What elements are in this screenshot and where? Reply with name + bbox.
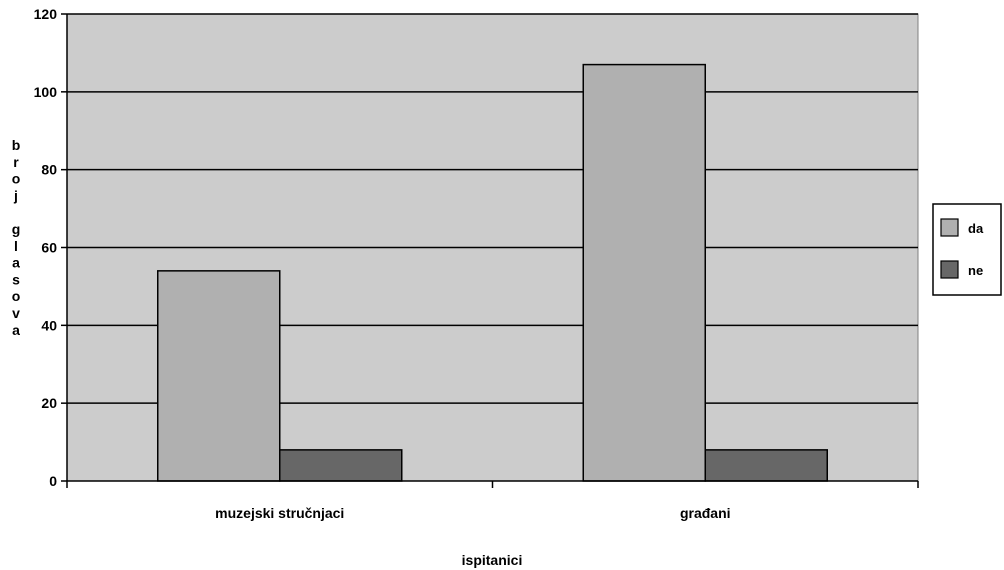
legend-box <box>932 203 1002 296</box>
bar-ne-2 <box>704 449 828 482</box>
legend-label-da: da <box>968 221 984 236</box>
legend-label-ne: ne <box>968 263 983 278</box>
bar-ne-1 <box>279 449 403 482</box>
y-tick-label: 60 <box>41 240 57 256</box>
y-tick-label: 20 <box>41 395 57 411</box>
bars <box>157 63 828 482</box>
axes <box>61 13 919 488</box>
bar-da-1 <box>157 270 281 482</box>
y-tick-label: 100 <box>34 84 58 100</box>
legend-swatch-ne <box>940 260 959 279</box>
y-tick-label: 120 <box>34 6 58 22</box>
y-tick-label: 80 <box>41 162 57 178</box>
legend-swatch-da <box>940 218 959 237</box>
legend: da ne <box>932 203 1002 296</box>
y-tick-label: 40 <box>41 317 57 333</box>
category-label: građani <box>680 505 731 521</box>
y-tick-labels: 0 20 40 60 80 100 120 <box>34 6 58 489</box>
y-tick-label: 0 <box>49 473 57 489</box>
x-axis-title: ispitanici <box>462 552 523 568</box>
bar-da-2 <box>582 63 706 482</box>
category-label: muzejski stručnjaci <box>215 505 344 521</box>
category-labels: muzejski stručnjaci građani <box>215 505 730 521</box>
